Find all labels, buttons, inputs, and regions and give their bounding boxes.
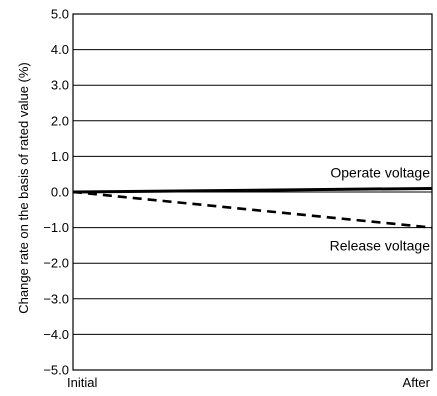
y-tick-label: 5.0 — [51, 7, 69, 22]
x-tick-label: Initial — [67, 375, 97, 390]
y-tick-label: 4.0 — [51, 42, 69, 57]
x-axis-ticks: Initial After — [67, 375, 431, 390]
x-tick-label: After — [403, 375, 431, 390]
y-tick-label: −4.0 — [43, 327, 69, 342]
series-line — [72, 190, 433, 229]
y-axis-label: Change rate on the basis of rated value … — [16, 62, 31, 313]
y-tick-label: −2.0 — [43, 256, 69, 271]
y-tick-label: 1.0 — [51, 149, 69, 164]
series-label: Release voltage — [330, 238, 431, 254]
series-line — [72, 186, 433, 194]
y-tick-label: −1.0 — [43, 220, 69, 235]
y-tick-label: 2.0 — [51, 113, 69, 128]
y-axis-ticks: 5.0 4.0 3.0 2.0 1.0 0.0 −1.0 −2.0 −3.0 −4.0 −5.0 — [43, 7, 69, 378]
y-tick-label: −3.0 — [43, 291, 69, 306]
series-group — [72, 186, 433, 229]
y-tick-label: 3.0 — [51, 78, 69, 93]
y-tick-label: 0.0 — [51, 185, 69, 200]
series-labels: Operate voltage Release voltage — [330, 164, 431, 253]
y-tick-label: −5.0 — [43, 363, 69, 378]
series-label: Operate voltage — [330, 164, 430, 180]
